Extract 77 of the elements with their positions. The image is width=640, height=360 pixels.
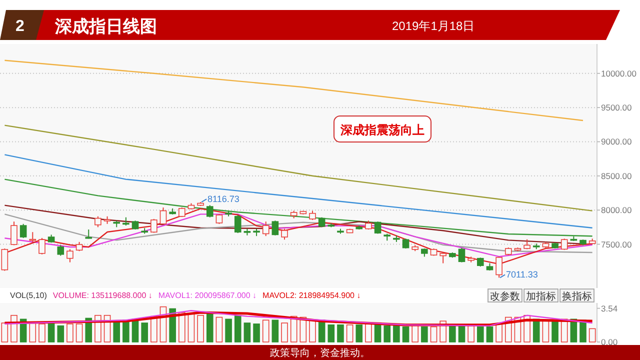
text: 加指标 [526, 290, 556, 302]
bar [225, 318, 232, 342]
candlestick [402, 238, 410, 249]
candlestick [206, 204, 214, 218]
chart-subtitle: 2019年1月18日 [392, 19, 475, 33]
line-series [4, 60, 584, 122]
bar [356, 324, 363, 342]
candlestick [234, 214, 242, 234]
bar [449, 324, 456, 342]
line-series [4, 124, 593, 212]
line-series [4, 178, 593, 237]
candlestick [560, 238, 568, 250]
candlestick [440, 252, 446, 264]
candlestick [178, 206, 186, 218]
chart-title: 深成指日线图 [54, 17, 157, 36]
chart-title: VOL(5,10) [10, 291, 48, 300]
bar [48, 324, 55, 342]
y-tick-label: 8000.00 [601, 205, 632, 216]
candlestick [85, 228, 92, 240]
y-tick-label: 7500.00 [601, 239, 632, 250]
candlestick [458, 247, 466, 263]
candlestick [76, 241, 83, 252]
text: 换指标 [562, 290, 592, 302]
bar [337, 324, 344, 342]
bar [552, 320, 558, 342]
bar [234, 314, 242, 342]
y-tick-label: 10000.00 [601, 68, 637, 78]
bar [458, 325, 466, 342]
annotation: 7011.33 [506, 270, 538, 280]
candlestick [281, 228, 288, 240]
bar [272, 320, 279, 342]
bar [253, 324, 260, 342]
y-tick-label: 3.54 [601, 303, 618, 314]
bar [384, 325, 391, 342]
y-tick-label: 8500.00 [601, 170, 632, 181]
text: MAVOL1: 200095867.000 ↓ [158, 291, 257, 300]
text: 改参数 [490, 290, 520, 302]
candlestick [150, 218, 158, 234]
text: MAVOL2: 218984954.900 ↓ [262, 291, 361, 300]
y-tick-label: 9000.00 [601, 136, 632, 147]
bar [206, 313, 214, 342]
text: VOLUME: 135119688.000 ↓ [52, 291, 152, 300]
candlestick [262, 221, 270, 237]
annotation: 8116.73 [208, 194, 240, 204]
bar [421, 326, 428, 342]
bar [393, 325, 400, 342]
bar [244, 322, 251, 342]
candlestick [10, 221, 18, 246]
bar [402, 326, 410, 342]
candlestick [38, 237, 46, 255]
y-tick-label: 0.00 [601, 337, 618, 347]
y-tick-label: 9500.00 [601, 102, 632, 113]
bar [141, 322, 148, 342]
bar [85, 318, 92, 342]
candlestick [374, 221, 382, 234]
bar [477, 326, 484, 342]
bar [532, 318, 540, 342]
bar [57, 325, 64, 342]
candlestick [94, 216, 102, 228]
candlestick [272, 220, 279, 236]
candlestick [160, 206, 167, 226]
text: 2 [16, 18, 25, 35]
text: 政策导向，资金推动。 [270, 347, 370, 359]
candlestick [20, 223, 27, 238]
candlestick [66, 248, 74, 263]
candlestick [57, 244, 64, 256]
bar [486, 326, 494, 342]
bar [328, 324, 335, 342]
candlestick [216, 214, 223, 224]
bar [113, 320, 120, 342]
annotation: 深成指震荡向上 [340, 123, 424, 137]
candlestick [496, 256, 502, 278]
candlestick [29, 232, 36, 242]
candlestick [318, 216, 326, 228]
candlestick [309, 210, 316, 220]
line-series [4, 154, 593, 228]
bar [122, 320, 130, 342]
